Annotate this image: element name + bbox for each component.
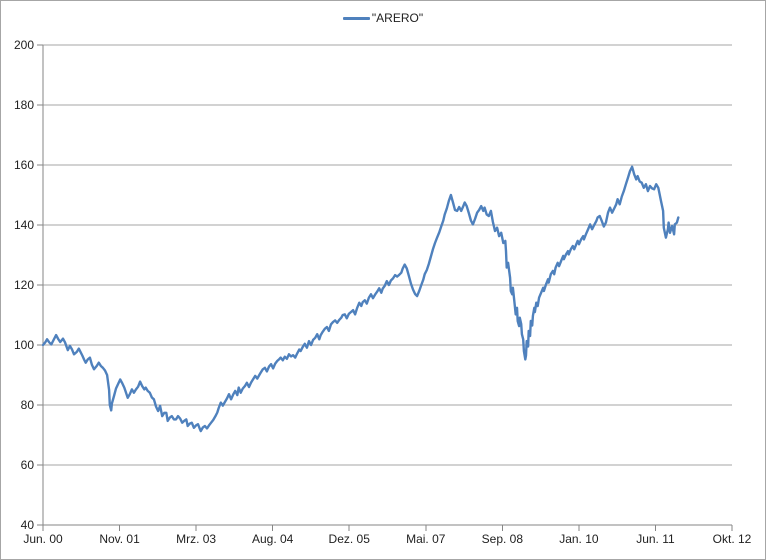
legend-label: "ARERO" bbox=[371, 11, 424, 25]
x-axis-label: Mai. 07 bbox=[406, 532, 446, 546]
x-axis-label: Jan. 10 bbox=[559, 532, 599, 546]
y-axis-label: 160 bbox=[14, 158, 34, 172]
y-axis-label: 140 bbox=[14, 218, 34, 232]
y-axis-label: 40 bbox=[21, 518, 35, 532]
y-axis-label: 100 bbox=[14, 338, 34, 352]
x-axis-label: Jun. 11 bbox=[636, 532, 675, 546]
x-axis-label: Sep. 08 bbox=[482, 532, 524, 546]
x-axis-label: Jun. 00 bbox=[23, 532, 63, 546]
y-axis-label: 80 bbox=[21, 398, 35, 412]
x-axis-label: Mrz. 03 bbox=[176, 532, 216, 546]
legend-line-swatch bbox=[342, 16, 370, 20]
legend-row: "ARERO" bbox=[1, 12, 765, 24]
x-axis-label: Dez. 05 bbox=[329, 532, 371, 546]
x-axis-label: Aug. 04 bbox=[252, 532, 294, 546]
x-axis-label: Nov. 01 bbox=[99, 532, 140, 546]
y-axis-label: 180 bbox=[14, 98, 34, 112]
series-line-arero bbox=[41, 165, 680, 433]
legend[interactable]: "ARERO" bbox=[342, 11, 424, 25]
y-axis-label: 60 bbox=[21, 458, 35, 472]
x-axis-label: Okt. 12 bbox=[713, 532, 752, 546]
y-axis-label: 120 bbox=[14, 278, 34, 292]
y-axis-label: 200 bbox=[14, 38, 34, 52]
